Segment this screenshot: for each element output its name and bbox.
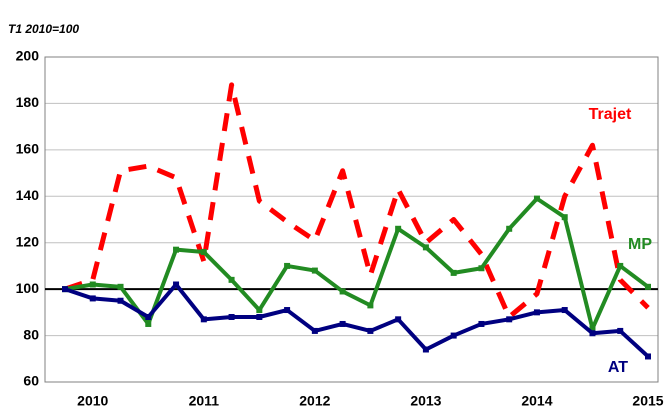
- series-marker: [395, 316, 402, 323]
- series-marker: [506, 316, 513, 323]
- series-marker: [89, 295, 96, 302]
- series-marker: [339, 288, 346, 295]
- x-tick-label: 2015: [632, 393, 663, 409]
- y-tick-label: 60: [23, 373, 39, 389]
- series-label: Trajet: [589, 106, 632, 123]
- series-marker: [561, 214, 568, 221]
- series-marker: [284, 262, 291, 269]
- series-marker: [117, 283, 124, 290]
- series-marker: [256, 307, 263, 314]
- series-marker: [561, 307, 568, 314]
- series-marker: [284, 307, 291, 314]
- series-marker: [367, 327, 374, 334]
- y-tick-label: 80: [23, 326, 39, 342]
- series-marker: [62, 286, 68, 293]
- x-tick-label: 2010: [77, 393, 108, 409]
- series-marker: [478, 320, 485, 327]
- series-marker: [533, 309, 540, 316]
- series-marker: [228, 276, 235, 283]
- series-marker: [645, 283, 651, 290]
- plot-frame: [44, 56, 659, 383]
- series-marker: [617, 327, 624, 334]
- series-marker: [589, 330, 596, 337]
- series-marker: [173, 246, 180, 253]
- y-tick-label: 100: [16, 280, 40, 296]
- y-tick-label: 200: [16, 48, 40, 64]
- y-tick-label: 140: [16, 187, 40, 203]
- series-marker: [422, 244, 429, 251]
- series-marker: [145, 320, 152, 327]
- x-tick-label: 2014: [521, 393, 552, 409]
- series-marker: [228, 314, 235, 320]
- subtitle: T1 2010=100: [8, 22, 79, 36]
- series-marker: [200, 249, 207, 255]
- x-tick-label: 2012: [299, 393, 330, 409]
- series-marker: [117, 297, 124, 304]
- series-marker: [339, 320, 346, 327]
- series-marker: [533, 195, 540, 202]
- series-marker: [589, 325, 596, 332]
- series-marker: [395, 225, 402, 232]
- series-marker: [367, 302, 374, 309]
- x-tick-label: 2011: [189, 393, 220, 409]
- series-marker: [617, 262, 624, 269]
- y-tick-label: 160: [16, 141, 40, 157]
- series-marker: [145, 314, 152, 320]
- series-marker: [200, 316, 207, 323]
- series-marker: [311, 267, 318, 274]
- series-line: [64, 82, 650, 320]
- series-marker: [645, 353, 651, 360]
- series-label: AT: [608, 359, 628, 376]
- series-marker: [506, 225, 513, 232]
- series-marker: [311, 327, 318, 334]
- series-marker: [173, 281, 180, 288]
- series-line: [64, 196, 650, 331]
- series-marker: [450, 332, 457, 339]
- series-marker: [89, 281, 96, 288]
- series-marker: [478, 265, 485, 272]
- y-tick-label: 120: [16, 233, 40, 249]
- y-tick-label: 180: [16, 94, 40, 110]
- series-marker: [256, 314, 263, 320]
- series-line: [64, 282, 650, 358]
- x-tick-label: 2013: [410, 393, 441, 409]
- series-label: MP: [628, 236, 652, 253]
- series-marker: [422, 346, 429, 353]
- series-marker: [450, 269, 457, 276]
